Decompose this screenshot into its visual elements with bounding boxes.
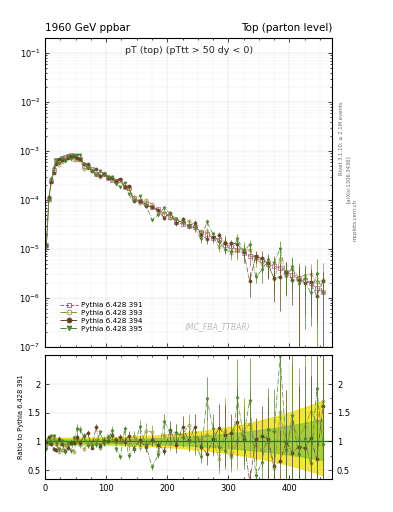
Text: (MC_FBA_TTBAR): (MC_FBA_TTBAR)	[185, 323, 250, 331]
Y-axis label: Ratio to Pythia 6.428 391: Ratio to Pythia 6.428 391	[18, 375, 24, 459]
Text: Rivet 3.1.10; ≥ 2.1M events: Rivet 3.1.10; ≥ 2.1M events	[339, 101, 344, 175]
Text: [arXiv:1306.3436]: [arXiv:1306.3436]	[346, 155, 351, 203]
Text: pT (top) (pTtt > 50 dy < 0): pT (top) (pTtt > 50 dy < 0)	[125, 46, 253, 55]
Text: 1960 GeV ppbar: 1960 GeV ppbar	[45, 23, 130, 33]
Legend: Pythia 6.428 391, Pythia 6.428 393, Pythia 6.428 394, Pythia 6.428 395: Pythia 6.428 391, Pythia 6.428 393, Pyth…	[57, 300, 144, 334]
Text: mcplots.cern.ch: mcplots.cern.ch	[353, 199, 358, 241]
Text: Top (parton level): Top (parton level)	[241, 23, 332, 33]
